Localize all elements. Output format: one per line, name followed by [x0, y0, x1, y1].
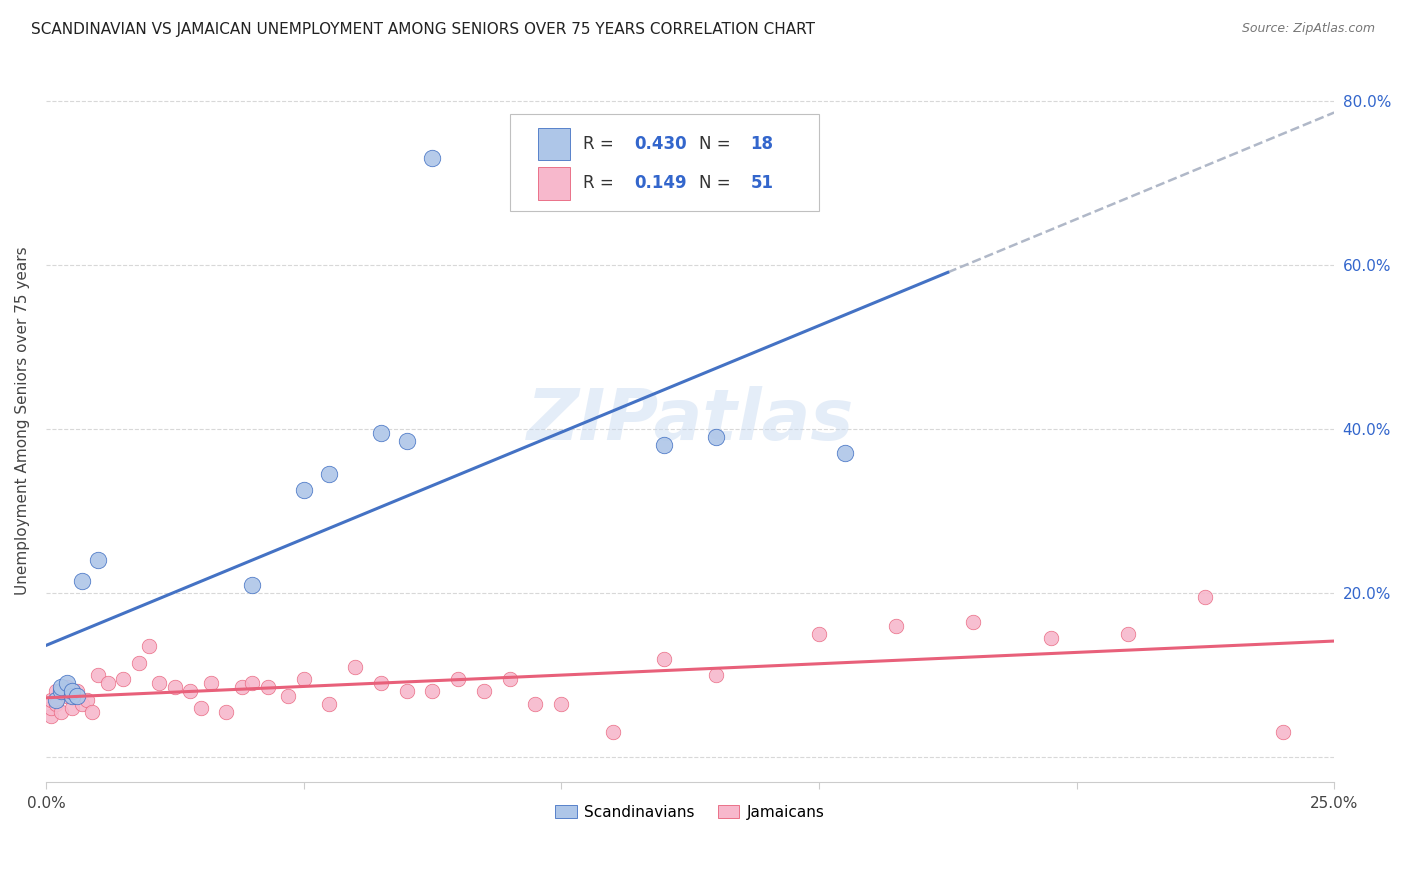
- Point: [318, 467, 340, 481]
- Point: [128, 656, 150, 670]
- Point: [277, 689, 299, 703]
- Text: N =: N =: [699, 136, 735, 153]
- Point: [45, 697, 67, 711]
- Text: N =: N =: [699, 174, 735, 193]
- Point: [86, 553, 108, 567]
- Point: [395, 434, 418, 449]
- Point: [39, 692, 62, 706]
- Point: [1116, 627, 1139, 641]
- Point: [884, 619, 907, 633]
- Point: [55, 676, 77, 690]
- Point: [318, 697, 340, 711]
- Point: [60, 689, 83, 703]
- Text: Source: ZipAtlas.com: Source: ZipAtlas.com: [1241, 22, 1375, 36]
- Point: [231, 681, 253, 695]
- Point: [190, 701, 212, 715]
- Point: [240, 676, 263, 690]
- Point: [1271, 725, 1294, 739]
- Point: [45, 684, 67, 698]
- Point: [60, 689, 83, 703]
- Point: [652, 651, 675, 665]
- Point: [395, 684, 418, 698]
- Point: [704, 430, 727, 444]
- FancyBboxPatch shape: [538, 128, 571, 161]
- Point: [292, 672, 315, 686]
- Point: [97, 676, 120, 690]
- Point: [70, 697, 93, 711]
- Point: [66, 684, 89, 698]
- Point: [51, 684, 73, 698]
- Point: [524, 697, 547, 711]
- Point: [215, 705, 238, 719]
- Point: [82, 705, 104, 719]
- Point: [39, 709, 62, 723]
- Point: [200, 676, 222, 690]
- Point: [962, 615, 984, 629]
- Point: [422, 684, 444, 698]
- Point: [344, 660, 367, 674]
- FancyBboxPatch shape: [510, 114, 818, 211]
- Point: [834, 446, 856, 460]
- Y-axis label: Unemployment Among Seniors over 75 years: Unemployment Among Seniors over 75 years: [15, 246, 30, 595]
- Point: [602, 725, 624, 739]
- Text: R =: R =: [583, 136, 619, 153]
- Point: [472, 684, 495, 698]
- Point: [51, 705, 73, 719]
- Text: 0.149: 0.149: [634, 174, 688, 193]
- Point: [86, 668, 108, 682]
- Point: [39, 701, 62, 715]
- Point: [66, 689, 89, 703]
- Point: [370, 676, 392, 690]
- Point: [60, 684, 83, 698]
- Point: [76, 692, 98, 706]
- Point: [704, 668, 727, 682]
- Point: [179, 684, 201, 698]
- Text: 18: 18: [751, 136, 773, 153]
- Text: ZIPatlas: ZIPatlas: [526, 386, 853, 455]
- Point: [55, 681, 77, 695]
- Point: [447, 672, 470, 686]
- Text: R =: R =: [583, 174, 624, 193]
- Point: [370, 425, 392, 440]
- Point: [422, 151, 444, 165]
- Text: 51: 51: [751, 174, 773, 193]
- Point: [240, 578, 263, 592]
- Point: [55, 689, 77, 703]
- Point: [499, 672, 522, 686]
- Point: [163, 681, 186, 695]
- Point: [550, 697, 572, 711]
- Point: [292, 483, 315, 498]
- Text: 0.430: 0.430: [634, 136, 688, 153]
- Point: [60, 701, 83, 715]
- Point: [112, 672, 135, 686]
- Point: [256, 681, 278, 695]
- Point: [70, 574, 93, 588]
- Legend: Scandinavians, Jamaicans: Scandinavians, Jamaicans: [550, 799, 831, 826]
- Text: SCANDINAVIAN VS JAMAICAN UNEMPLOYMENT AMONG SENIORS OVER 75 YEARS CORRELATION CH: SCANDINAVIAN VS JAMAICAN UNEMPLOYMENT AM…: [31, 22, 815, 37]
- Point: [1039, 631, 1062, 645]
- Point: [51, 684, 73, 698]
- Point: [45, 692, 67, 706]
- Point: [148, 676, 170, 690]
- Point: [1194, 590, 1216, 604]
- Point: [138, 640, 160, 654]
- Point: [51, 681, 73, 695]
- Point: [652, 438, 675, 452]
- Point: [807, 627, 830, 641]
- FancyBboxPatch shape: [538, 167, 571, 200]
